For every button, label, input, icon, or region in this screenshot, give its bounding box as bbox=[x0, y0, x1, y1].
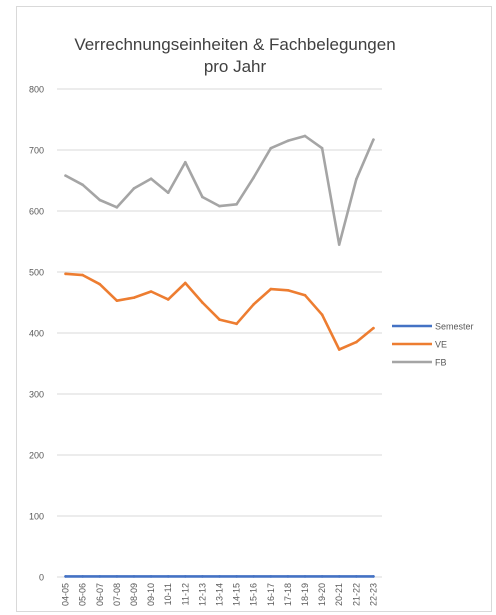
x-tick-label: 08-09 bbox=[129, 583, 139, 606]
data-point-semester bbox=[303, 575, 307, 578]
data-point-fb bbox=[64, 174, 67, 177]
data-point-ve bbox=[166, 298, 170, 301]
data-point-fb bbox=[98, 198, 102, 202]
x-tick-label: 05-06 bbox=[78, 583, 88, 606]
data-point-fb bbox=[355, 177, 358, 181]
y-tick-label: 500 bbox=[29, 268, 44, 278]
chart-subtitle: pro Jahr bbox=[203, 57, 267, 76]
x-tick-label: 18-19 bbox=[300, 583, 310, 606]
data-point-ve bbox=[218, 318, 221, 321]
data-point-fb bbox=[81, 183, 84, 187]
x-tick-label: 10-11 bbox=[163, 583, 173, 605]
data-point-semester bbox=[81, 575, 84, 578]
data-point-semester bbox=[218, 575, 221, 578]
x-tick-label: 12-13 bbox=[197, 583, 207, 606]
y-tick-label: 100 bbox=[29, 512, 44, 522]
y-tick-label: 700 bbox=[29, 146, 44, 156]
x-tick-label: 07-08 bbox=[112, 583, 122, 606]
data-point-ve bbox=[303, 293, 307, 297]
data-point-semester bbox=[201, 575, 204, 578]
x-tick-label: 11-12 bbox=[180, 583, 190, 605]
x-tick-label: 15-16 bbox=[249, 583, 259, 606]
data-point-fb bbox=[337, 243, 341, 246]
data-point-semester bbox=[269, 575, 273, 578]
data-point-ve bbox=[64, 272, 67, 276]
data-point-ve bbox=[201, 301, 204, 304]
chart-frame bbox=[16, 6, 492, 612]
data-point-ve bbox=[81, 273, 84, 277]
x-tick-label: 06-07 bbox=[95, 583, 105, 606]
data-point-fb bbox=[132, 187, 136, 190]
x-tick-label: 04-05 bbox=[61, 583, 71, 606]
y-tick-label: 300 bbox=[29, 390, 44, 400]
data-point-semester bbox=[320, 575, 324, 578]
data-point-semester bbox=[115, 575, 119, 578]
data-point-ve bbox=[269, 287, 273, 291]
legend-label-semester: Semester bbox=[435, 322, 474, 332]
data-point-semester bbox=[98, 575, 102, 578]
data-point-ve bbox=[235, 322, 238, 326]
data-point-fb bbox=[320, 146, 324, 150]
series-line-ve bbox=[64, 272, 375, 351]
data-point-semester bbox=[183, 575, 187, 578]
data-point-ve bbox=[337, 348, 341, 351]
data-point-ve bbox=[252, 303, 256, 306]
data-point-ve bbox=[98, 282, 102, 286]
data-point-semester bbox=[252, 575, 256, 578]
data-point-ve bbox=[115, 299, 119, 302]
data-point-fb bbox=[115, 206, 119, 209]
y-tick-label: 800 bbox=[29, 85, 44, 95]
x-tick-label: 21-22 bbox=[351, 583, 361, 606]
y-tick-label: 400 bbox=[29, 329, 44, 339]
legend-label-fb: FB bbox=[435, 358, 447, 368]
data-point-fb bbox=[218, 204, 221, 208]
chart-title-block: Verrechnungseinheiten & Fachbelegungen p… bbox=[20, 34, 450, 78]
data-point-semester bbox=[132, 575, 136, 578]
x-tick-label: 13-14 bbox=[215, 583, 225, 606]
x-tick-label: 14-15 bbox=[232, 583, 242, 606]
data-point-semester bbox=[355, 575, 358, 578]
data-point-fb bbox=[252, 176, 256, 179]
data-point-fb bbox=[303, 134, 307, 138]
legend-label-ve: VE bbox=[435, 340, 447, 350]
x-tick-label: 09-10 bbox=[146, 583, 156, 606]
data-point-fb bbox=[149, 177, 153, 180]
data-point-semester bbox=[149, 575, 153, 578]
data-point-fb bbox=[372, 138, 375, 141]
data-point-semester bbox=[372, 575, 375, 578]
x-tick-label: 16-17 bbox=[266, 583, 276, 606]
data-point-semester bbox=[286, 575, 290, 578]
data-point-ve bbox=[355, 340, 358, 344]
data-point-ve bbox=[149, 290, 153, 293]
data-point-semester bbox=[166, 575, 170, 578]
series-line-fb bbox=[64, 134, 375, 246]
data-point-ve bbox=[286, 289, 290, 292]
data-point-fb bbox=[166, 191, 170, 194]
data-point-ve bbox=[132, 296, 136, 299]
x-tick-label: 17-18 bbox=[283, 583, 293, 606]
data-point-ve bbox=[372, 326, 375, 330]
data-point-ve bbox=[183, 281, 187, 285]
y-tick-label: 600 bbox=[29, 207, 44, 217]
chart-title: Verrechnungseinheiten & Fachbelegungen bbox=[74, 35, 396, 54]
data-point-fb bbox=[235, 202, 238, 206]
x-tick-label: 20-21 bbox=[334, 583, 344, 606]
y-tick-label: 200 bbox=[29, 451, 44, 461]
x-tick-label: 19-20 bbox=[317, 583, 327, 606]
data-point-semester bbox=[337, 575, 341, 578]
data-point-fb bbox=[183, 160, 187, 164]
data-point-fb bbox=[269, 146, 273, 150]
y-tick-label: 0 bbox=[39, 573, 44, 583]
x-tick-label: 22-23 bbox=[368, 583, 378, 606]
data-point-fb bbox=[201, 195, 204, 199]
data-point-ve bbox=[320, 313, 324, 317]
data-point-semester bbox=[64, 575, 67, 578]
data-point-fb bbox=[286, 139, 290, 143]
data-point-semester bbox=[235, 575, 238, 578]
